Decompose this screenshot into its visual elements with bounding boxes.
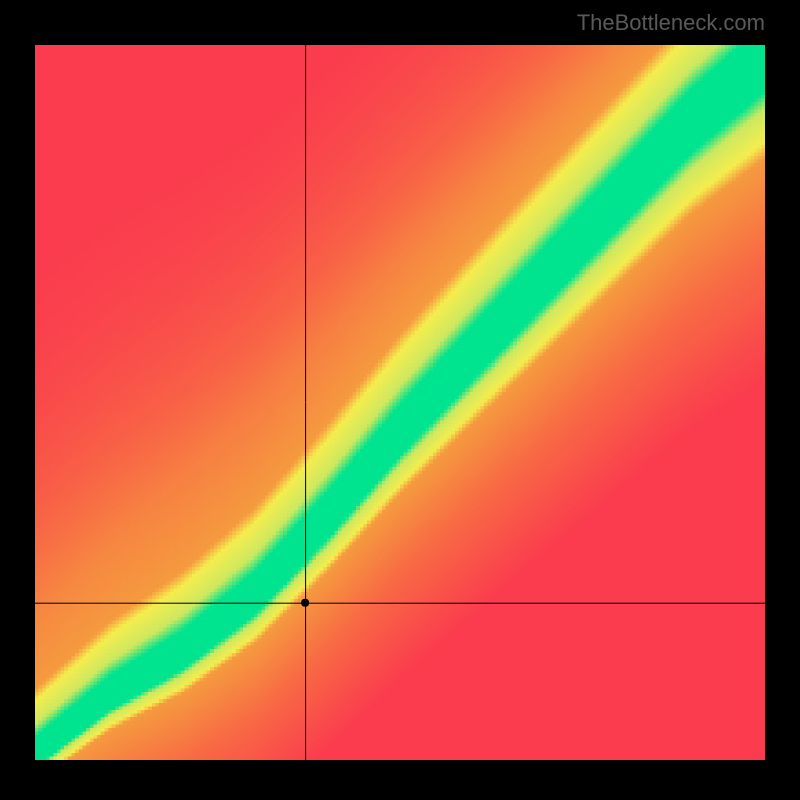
watermark-text: TheBottleneck.com [577, 10, 765, 36]
bottleneck-heatmap-chart [35, 45, 765, 760]
crosshair-overlay [35, 45, 765, 760]
